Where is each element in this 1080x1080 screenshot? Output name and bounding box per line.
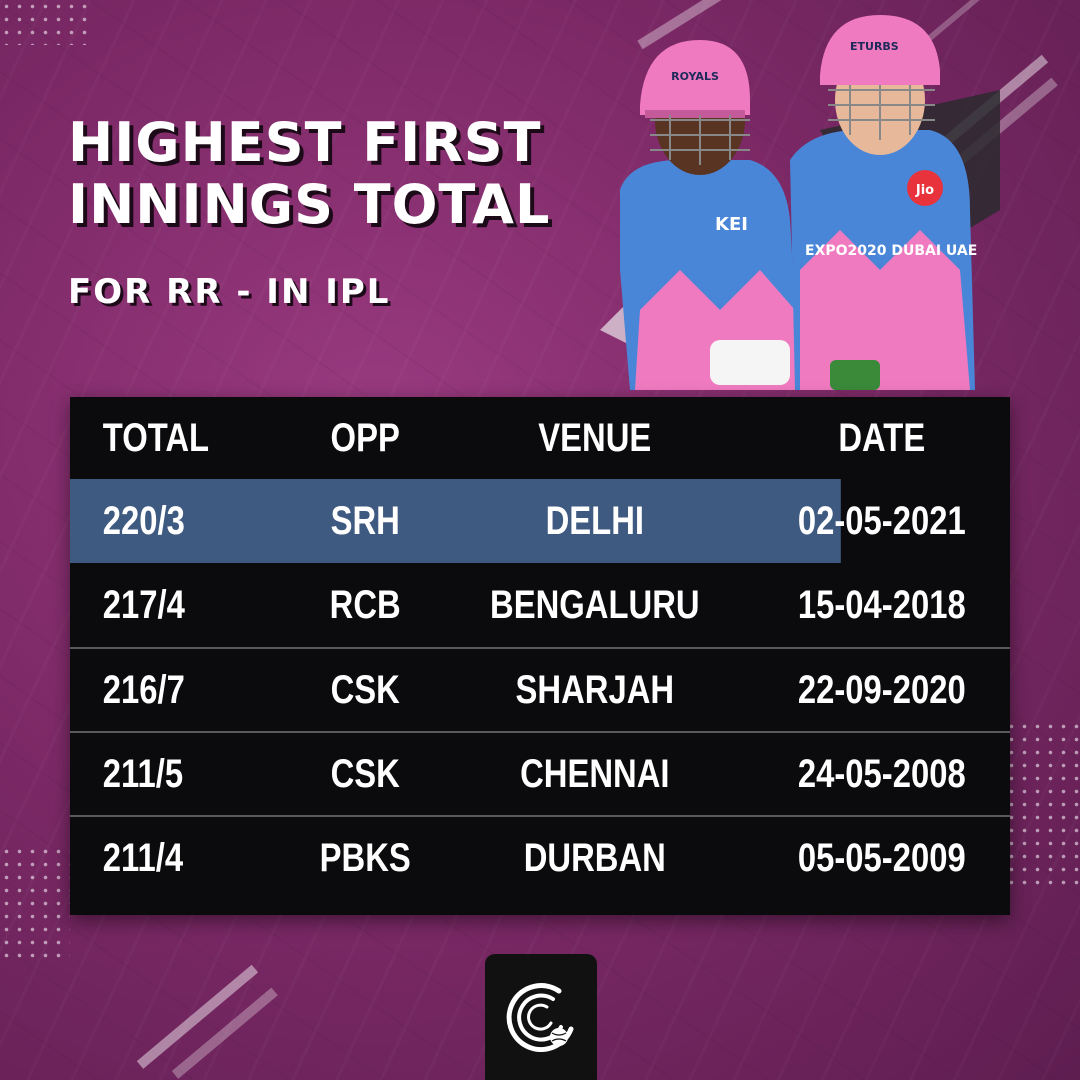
header-venue: VENUE xyxy=(538,415,652,460)
helmet-text-2: ETURBS xyxy=(850,40,899,53)
jersey-text-expo: EXPO2020 DUBAI UAE xyxy=(805,243,977,259)
cell-venue: BENGALURU xyxy=(490,582,700,627)
brand-logo-icon xyxy=(506,983,574,1053)
dot-pattern-top-left xyxy=(0,0,95,45)
cell-opp: CSK xyxy=(330,667,400,712)
cell-date: 24-05-2008 xyxy=(797,751,966,796)
cell-total: 217/4 xyxy=(102,582,185,627)
header-total: TOTAL xyxy=(102,415,210,460)
cell-venue: DELHI xyxy=(545,498,644,543)
stats-table: TOTAL OPP VENUE DATE 220/3 SRH DELHI 02-… xyxy=(70,397,1010,915)
table-row: 211/5 CSK CHENNAI 24-05-2008 xyxy=(70,732,966,816)
cell-total: 211/5 xyxy=(102,751,184,796)
cell-date: 02-05-2021 xyxy=(797,498,966,543)
table-row: 216/7 CSK SHARJAH 22-09-2020 xyxy=(70,648,966,732)
cell-opp: PBKS xyxy=(319,835,411,880)
row-divider xyxy=(70,815,1010,817)
cell-total: 216/7 xyxy=(102,667,185,712)
jersey-text-jio: Jio xyxy=(915,183,934,198)
jersey-text-kei: KEI xyxy=(715,214,748,235)
table-header: TOTAL OPP VENUE DATE xyxy=(70,397,925,479)
cell-date: 15-04-2018 xyxy=(797,582,966,627)
dot-pattern-right xyxy=(1005,720,1080,890)
row-divider xyxy=(70,731,1010,733)
cell-venue: SHARJAH xyxy=(515,667,675,712)
cell-date: 05-05-2009 xyxy=(797,835,966,880)
cell-opp: CSK xyxy=(330,751,400,796)
dot-pattern-bottom-left xyxy=(0,845,70,965)
table-row: 217/4 RCB BENGALURU 15-04-2018 xyxy=(70,563,966,647)
cell-total: 220/3 xyxy=(102,498,185,543)
title-line-1: HIGHEST FIRST xyxy=(68,111,542,174)
cell-opp: SRH xyxy=(330,498,400,543)
cell-date: 22-09-2020 xyxy=(797,667,966,712)
row-divider xyxy=(70,647,1010,649)
cell-opp: RCB xyxy=(329,582,401,627)
header-opp: OPP xyxy=(330,415,400,460)
brand-logo xyxy=(485,954,597,1080)
cell-venue: DURBAN xyxy=(523,835,666,880)
players-image: ROYALS KEI ETURBS Jio EXPO2020 DUBAI UAE xyxy=(600,15,1000,390)
header-date: DATE xyxy=(838,415,926,460)
cell-total: 211/4 xyxy=(102,835,184,880)
title-line-2: INNINGS TOTAL xyxy=(68,173,551,236)
page-title: HIGHEST FIRST INNINGS TOTAL xyxy=(68,112,550,236)
table-row: 211/4 PBKS DURBAN 05-05-2009 xyxy=(70,816,966,900)
table-row: 220/3 SRH DELHI 02-05-2021 xyxy=(70,479,966,563)
helmet-text: ROYALS xyxy=(671,70,719,83)
cell-venue: CHENNAI xyxy=(520,751,670,796)
page-subtitle: FOR RR - IN IPL xyxy=(68,272,391,312)
